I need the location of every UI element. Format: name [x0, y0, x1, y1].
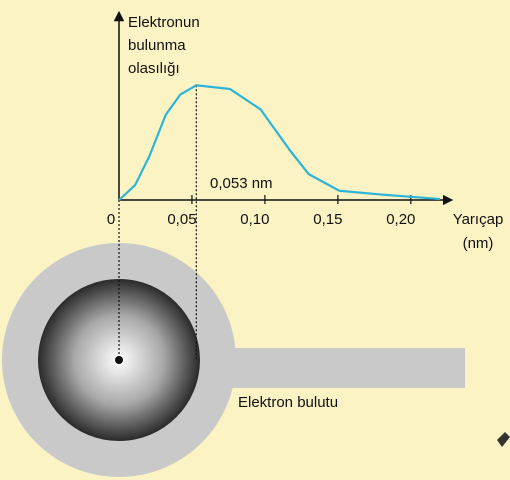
- x-tick-label: 0,15: [313, 211, 342, 228]
- probability-curve: [118, 84, 441, 201]
- cloud-arm: [200, 348, 465, 388]
- y-axis-label: Elektronun: [128, 14, 200, 31]
- annotation: 0,053 nm: [210, 175, 273, 192]
- icon: [497, 432, 510, 447]
- cloud-label: Elektron bulutu: [238, 394, 338, 411]
- x-tick-label: 0,05: [167, 211, 196, 228]
- y-axis-label: olasılığı: [128, 60, 180, 77]
- x-axis-label: Yarıçap: [453, 211, 504, 228]
- y-axis-label: bulunma: [128, 37, 186, 54]
- x-tick-label: 0,10: [240, 211, 269, 228]
- x-tick-label: 0,20: [386, 211, 415, 228]
- x-axis-label: (nm): [463, 235, 494, 252]
- nucleus: [115, 356, 123, 364]
- x-tick-label: 0: [107, 211, 115, 228]
